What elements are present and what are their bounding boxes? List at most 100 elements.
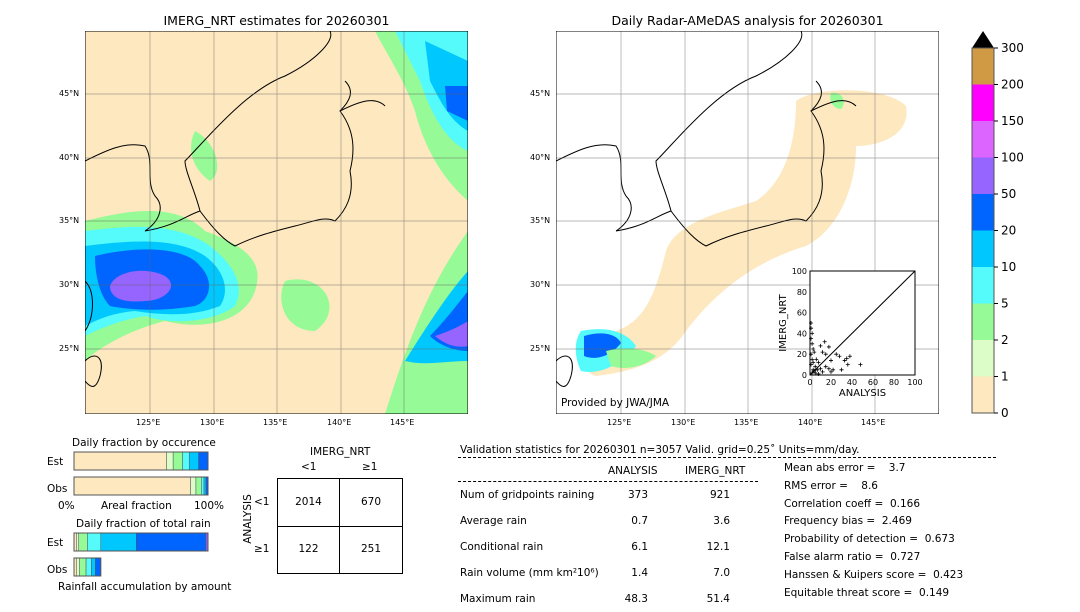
stat-a: 6.1 [631, 541, 648, 553]
data-point [810, 331, 815, 336]
y-tick-label: 80 [797, 288, 807, 297]
fraction-segment [95, 557, 102, 577]
imerg-map [85, 31, 468, 414]
fraction-segment [172, 451, 183, 471]
occ-x-100: 100% [194, 500, 225, 512]
data-point [818, 366, 823, 371]
y-tick-label: 0 [802, 371, 807, 380]
stat-b: 3.6 [713, 515, 730, 527]
lat-label: 30°N [59, 280, 80, 289]
stat-b: 7.0 [713, 567, 730, 579]
y-axis-label: IMERG_NRT [778, 293, 789, 351]
ct-row-title: ANALYSIS [242, 494, 254, 544]
score-line: Mean abs error = 3.7 [784, 462, 906, 474]
data-point [845, 362, 850, 367]
data-point [814, 357, 819, 362]
colorbar-tick-label: 5 [1001, 297, 1009, 311]
stat-label: Average rain [460, 515, 527, 527]
score-line: Probability of detection = 0.673 [784, 533, 955, 546]
col-analysis: ANALYSIS [608, 465, 658, 477]
data-point [809, 362, 814, 367]
data-point [829, 369, 833, 374]
stat-label: Rain volume (mm km²10⁶) [460, 567, 599, 579]
data-point [815, 367, 820, 372]
rainfrac-bars [73, 532, 209, 577]
lat-label: 35°N [530, 216, 551, 225]
data-point [811, 347, 816, 351]
fraction-segment [166, 451, 174, 471]
stat-b: 921 [709, 489, 730, 501]
x-tick-label: 100 [907, 378, 922, 387]
lon-label: 140°E [798, 418, 823, 427]
lat-label: 25°N [59, 344, 80, 353]
data-point [809, 352, 814, 357]
fraction-segment [78, 532, 88, 552]
colorbar-tick-label: 150 [1001, 114, 1024, 128]
lon-label: 145°E [390, 418, 415, 427]
ct-cell: 2014 [295, 496, 322, 508]
data-point [812, 350, 817, 355]
data-point [858, 362, 863, 367]
data-point [812, 368, 817, 373]
fraction-segment [182, 451, 190, 471]
data-point [839, 367, 844, 372]
fraction-segment [79, 557, 87, 577]
y-tick-label: 100 [792, 267, 807, 276]
stat-a: 373 [627, 489, 648, 501]
lon-label: 135°E [734, 418, 759, 427]
colorbar-segment [972, 267, 994, 304]
score-line: Correlation coeff = 0.166 [784, 497, 920, 510]
fraction-segment [76, 532, 79, 552]
x-tick-label: 60 [868, 378, 878, 387]
ct-col-0: <1 [301, 461, 317, 473]
x-tick-label: 0 [807, 378, 812, 387]
colorbar-segment [972, 48, 994, 85]
data-point [823, 352, 828, 357]
data-point [813, 364, 818, 369]
fraction-segment [188, 451, 199, 471]
data-point [810, 357, 815, 362]
colorbar-segment [972, 376, 994, 413]
fraction-segment [190, 476, 197, 496]
lat-label: 40°N [59, 153, 80, 162]
score-line: False alarm ratio = 0.727 [784, 551, 921, 563]
data-point [826, 344, 831, 349]
credit-text: Provided by JWA/JMA [561, 397, 670, 409]
score-line: Hanssen & Kuipers score = 0.423 [784, 568, 964, 581]
stat-a: 1.4 [631, 567, 648, 579]
data-point [822, 339, 827, 344]
y-tick-label: 40 [797, 329, 807, 338]
occ-x-0: 0% [58, 500, 75, 512]
lat-label: 30°N [530, 280, 551, 289]
y-tick-label: 60 [797, 309, 807, 318]
rain-est-label: Est [47, 537, 64, 549]
lon-label: 125°E [136, 418, 161, 427]
colorbar-segment [972, 194, 994, 231]
data-point [829, 358, 833, 363]
fraction-segment [198, 451, 209, 471]
left-map-title: IMERG_NRT estimates for 20260301 [163, 13, 390, 28]
fraction-segment [201, 476, 205, 496]
fraction-segment [100, 532, 137, 552]
lat-label: 40°N [530, 153, 551, 162]
ct-cell: 251 [360, 543, 382, 555]
bar-frame [73, 476, 209, 496]
fraction-segment [85, 557, 92, 577]
data-point [831, 367, 836, 372]
data-point [842, 358, 847, 363]
fraction-segment [91, 557, 96, 577]
data-point [820, 350, 825, 355]
bar-frame [73, 532, 209, 552]
colorbar-tick-label: 100 [1001, 151, 1024, 165]
stat-label: Num of gridpoints raining [460, 489, 595, 501]
x-tick-label: 40 [847, 378, 857, 387]
lon-label: 145°E [861, 418, 886, 427]
colorbar-tick-label: 20 [1001, 224, 1016, 238]
score-line: Equitable threat score = 0.149 [784, 586, 950, 599]
x-tick-label: 20 [826, 378, 836, 387]
rain-obs-label: Obs [47, 564, 68, 576]
lon-label: 140°E [327, 418, 352, 427]
rain-field [85, 31, 468, 414]
lon-label: 125°E [607, 418, 632, 427]
data-point [809, 326, 814, 331]
